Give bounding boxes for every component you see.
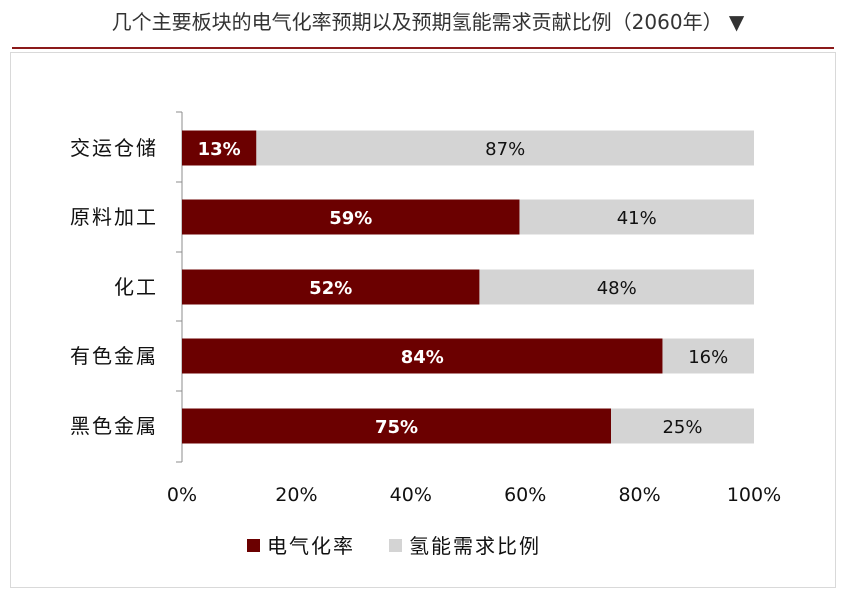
bar-electrification — [182, 408, 611, 444]
data-label: 16% — [688, 347, 728, 368]
x-tick-label: 80% — [618, 484, 660, 506]
bar-hydrogen — [662, 338, 754, 374]
page-title: 几个主要板块的电气化率预期以及预期氢能需求贡献比例（2060年） ▼ — [111, 10, 745, 34]
header: 几个主要板块的电气化率预期以及预期氢能需求贡献比例（2060年） ▼ — [0, 0, 856, 49]
x-tick-label: 0% — [167, 484, 197, 506]
x-tick-label: 100% — [727, 484, 781, 506]
data-label: 41% — [617, 208, 657, 229]
bar-hydrogen — [256, 130, 754, 166]
data-label: 75% — [375, 417, 418, 438]
data-label: 59% — [329, 208, 372, 229]
legend-swatch-hydrogen — [389, 539, 402, 552]
data-label: 13% — [198, 139, 241, 160]
bar-electrification — [182, 338, 663, 374]
bar-hydrogen — [611, 408, 754, 444]
bar-hydrogen — [519, 199, 754, 235]
legend-swatch-electrification — [247, 539, 260, 552]
category-label: 原料加工 — [70, 205, 158, 229]
x-tick-label: 20% — [275, 484, 317, 506]
category-label: 化工 — [114, 275, 158, 299]
title-underline — [12, 47, 834, 49]
x-tick-label: 60% — [504, 484, 546, 506]
bar-hydrogen — [479, 269, 754, 305]
bar-electrification — [182, 130, 257, 166]
x-tick-label: 40% — [390, 484, 432, 506]
category-label: 交运仓储 — [70, 136, 158, 160]
category-label: 有色金属 — [70, 344, 158, 368]
data-label: 84% — [401, 347, 444, 368]
data-label: 52% — [309, 278, 352, 299]
bar-electrification — [182, 199, 520, 235]
bar-electrification — [182, 269, 480, 305]
category-label: 黑色金属 — [70, 414, 158, 438]
data-label: 48% — [597, 278, 637, 299]
legend-label: 电气化率 — [267, 534, 355, 558]
legend-label: 氢能需求比例 — [409, 534, 541, 558]
data-label: 87% — [485, 139, 525, 160]
data-label: 25% — [662, 417, 702, 438]
